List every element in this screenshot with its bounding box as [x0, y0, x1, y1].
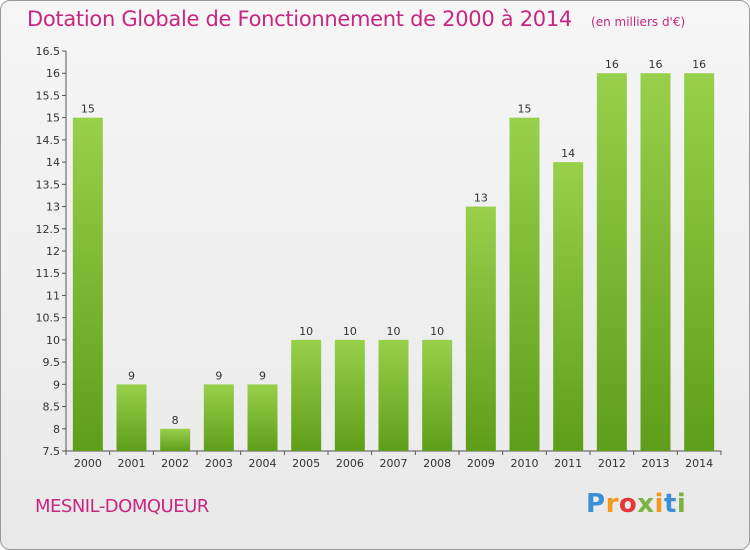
- value-label: 14: [561, 147, 575, 160]
- chart-axes: 7.5 8 8.5 9 9.5 10 10.5 11 11.5 12 12.5 13 13.5 14 14.…: [36, 45, 721, 458]
- y-tick-label: 15.5: [36, 89, 61, 102]
- value-label: 15: [81, 103, 95, 116]
- bar: [640, 73, 671, 451]
- y-tick-label: 13: [46, 201, 60, 214]
- x-tick-label: 2004: [249, 457, 277, 470]
- y-tick-label: 10: [46, 334, 60, 347]
- bar: [247, 384, 278, 451]
- value-label: 10: [430, 325, 444, 338]
- chart-unit: (en milliers d'€): [591, 15, 686, 29]
- logo-letter: P: [586, 489, 606, 519]
- y-tick-label: 13.5: [36, 178, 61, 191]
- value-label: 13: [474, 192, 488, 205]
- bar: [553, 162, 584, 451]
- x-tick-label: 2001: [118, 457, 146, 470]
- bar: [509, 117, 540, 452]
- value-label: 9: [259, 369, 266, 382]
- bar: [116, 384, 147, 451]
- y-tick-label: 11.5: [36, 267, 61, 280]
- x-tick-label: 2013: [642, 457, 670, 470]
- x-tick-label: 2000: [74, 457, 102, 470]
- y-tick-label: 16: [46, 67, 60, 80]
- value-label: 10: [299, 325, 313, 338]
- value-label: 8: [172, 414, 179, 427]
- value-label: 16: [605, 58, 619, 71]
- x-tick-label: 2012: [598, 457, 626, 470]
- y-tick-label: 10.5: [36, 312, 61, 325]
- y-tick-label: 9.5: [43, 356, 61, 369]
- x-tick-label: 2008: [423, 457, 451, 470]
- bar: [465, 206, 496, 451]
- bar: [72, 117, 103, 452]
- y-tick-label: 11: [46, 289, 60, 302]
- x-tick-label: 2006: [336, 457, 364, 470]
- chart-bars: [72, 73, 715, 452]
- x-tick-label: 2005: [292, 457, 320, 470]
- proxiti-logo: Proxiti: [586, 489, 686, 519]
- y-tick-label: 8: [53, 423, 60, 436]
- bar: [291, 339, 322, 451]
- value-label: 10: [343, 325, 357, 338]
- logo-letter: r: [605, 489, 619, 519]
- y-tick-label: 8.5: [43, 401, 61, 414]
- commune-name: MESNIL-DOMQUEUR: [35, 496, 209, 517]
- value-label: 15: [518, 103, 532, 116]
- bar: [422, 339, 453, 451]
- bar: [596, 73, 627, 451]
- y-tick-label: 14: [46, 156, 60, 169]
- value-label: 16: [649, 58, 663, 71]
- y-tick-label: 14.5: [36, 134, 61, 147]
- logo-letter: x: [637, 489, 655, 519]
- value-label: 16: [692, 58, 706, 71]
- logo-letter: o: [618, 489, 638, 519]
- value-label: 9: [128, 369, 135, 382]
- bar: [378, 339, 409, 451]
- x-tick-label: 2014: [685, 457, 713, 470]
- x-tick-label: 2002: [161, 457, 189, 470]
- x-tick-label: 2009: [467, 457, 495, 470]
- y-tick-label: 7.5: [43, 445, 61, 458]
- bar: [160, 428, 191, 451]
- logo-letter: i: [676, 489, 687, 519]
- x-tick-label: 2011: [554, 457, 582, 470]
- y-tick-label: 16.5: [36, 45, 61, 58]
- chart-title-group: Dotation Globale de Fonctionnement de 20…: [27, 7, 685, 31]
- y-tick-label: 9: [53, 378, 60, 391]
- chart-title: Dotation Globale de Fonctionnement de 20…: [27, 7, 572, 31]
- value-label: 9: [215, 369, 222, 382]
- bar: [203, 384, 234, 451]
- y-tick-label: 15: [46, 112, 60, 125]
- y-tick-label: 12: [46, 245, 60, 258]
- logo-letter: t: [663, 489, 677, 519]
- logo-letter: i: [654, 489, 664, 519]
- value-label: 10: [387, 325, 401, 338]
- bar: [334, 339, 365, 451]
- chart-x-ticks: 2000 2001 2002 2003 2004 2005 2006 2007 2008 2009…: [65, 451, 722, 470]
- chart-value-labels: 15 9 8 9 9 10 10 10 10 13 15 14 16 16 16: [81, 58, 706, 427]
- y-tick-label: 12.5: [36, 223, 61, 236]
- bar: [684, 73, 715, 451]
- x-tick-label: 2010: [511, 457, 539, 470]
- x-tick-label: 2007: [380, 457, 408, 470]
- x-tick-label: 2003: [205, 457, 233, 470]
